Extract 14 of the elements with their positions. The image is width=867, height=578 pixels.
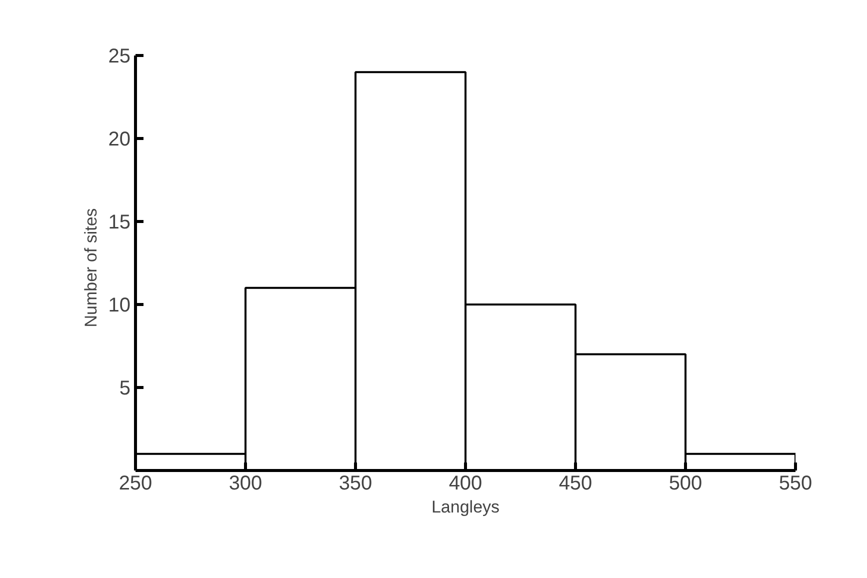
x-tick-label: 400 [448,472,482,494]
y-axis-title: Number of sites [81,208,100,328]
y-tick-label: 15 [108,212,131,234]
y-tick-label: 25 [108,46,131,68]
x-tick-label: 350 [338,472,372,494]
x-tick-label: 300 [228,472,262,494]
y-tick-label: 10 [108,294,131,316]
x-tick-label: 550 [778,472,812,494]
x-tick-label: 250 [118,472,152,494]
y-tick-label: 5 [119,378,130,400]
x-tick-label: 450 [558,472,592,494]
y-tick-label: 20 [108,128,131,150]
x-axis-title: Langleys [431,498,500,516]
x-tick-label: 500 [668,472,702,494]
